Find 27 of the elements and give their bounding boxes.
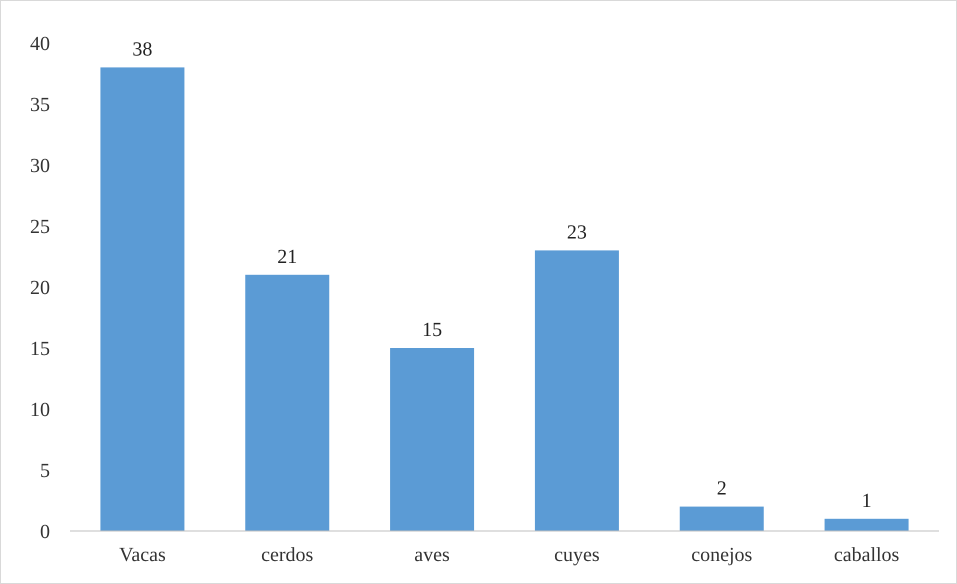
bar	[680, 506, 764, 531]
x-tick-label: cerdos	[261, 544, 314, 566]
y-tick-label: 40	[30, 33, 50, 55]
data-label: 1	[862, 490, 872, 512]
data-label: 15	[422, 319, 442, 341]
data-label: 23	[566, 221, 587, 244]
y-tick-label: 25	[30, 216, 50, 238]
bar	[100, 67, 184, 531]
bar	[390, 348, 474, 531]
data-label: 21	[277, 246, 298, 268]
y-tick-label: 5	[40, 460, 50, 482]
data-label: 2	[716, 478, 727, 500]
y-tick-label: 30	[30, 155, 50, 177]
x-tick-label: Vacas	[119, 544, 166, 566]
bar	[534, 250, 619, 531]
y-tick-label: 15	[30, 338, 50, 360]
bar	[245, 274, 330, 531]
x-tick-label: aves	[414, 544, 450, 566]
y-tick-label: 35	[30, 94, 50, 116]
x-tick-label: cuyes	[554, 544, 600, 566]
x-tick-label: conejos	[691, 544, 753, 566]
y-tick-label: 20	[30, 277, 50, 299]
data-label: 38	[132, 38, 152, 60]
bar	[824, 518, 909, 531]
y-tick-label: 0	[40, 521, 50, 543]
y-tick-label: 10	[30, 399, 50, 421]
x-tick-label: caballos	[834, 544, 900, 566]
